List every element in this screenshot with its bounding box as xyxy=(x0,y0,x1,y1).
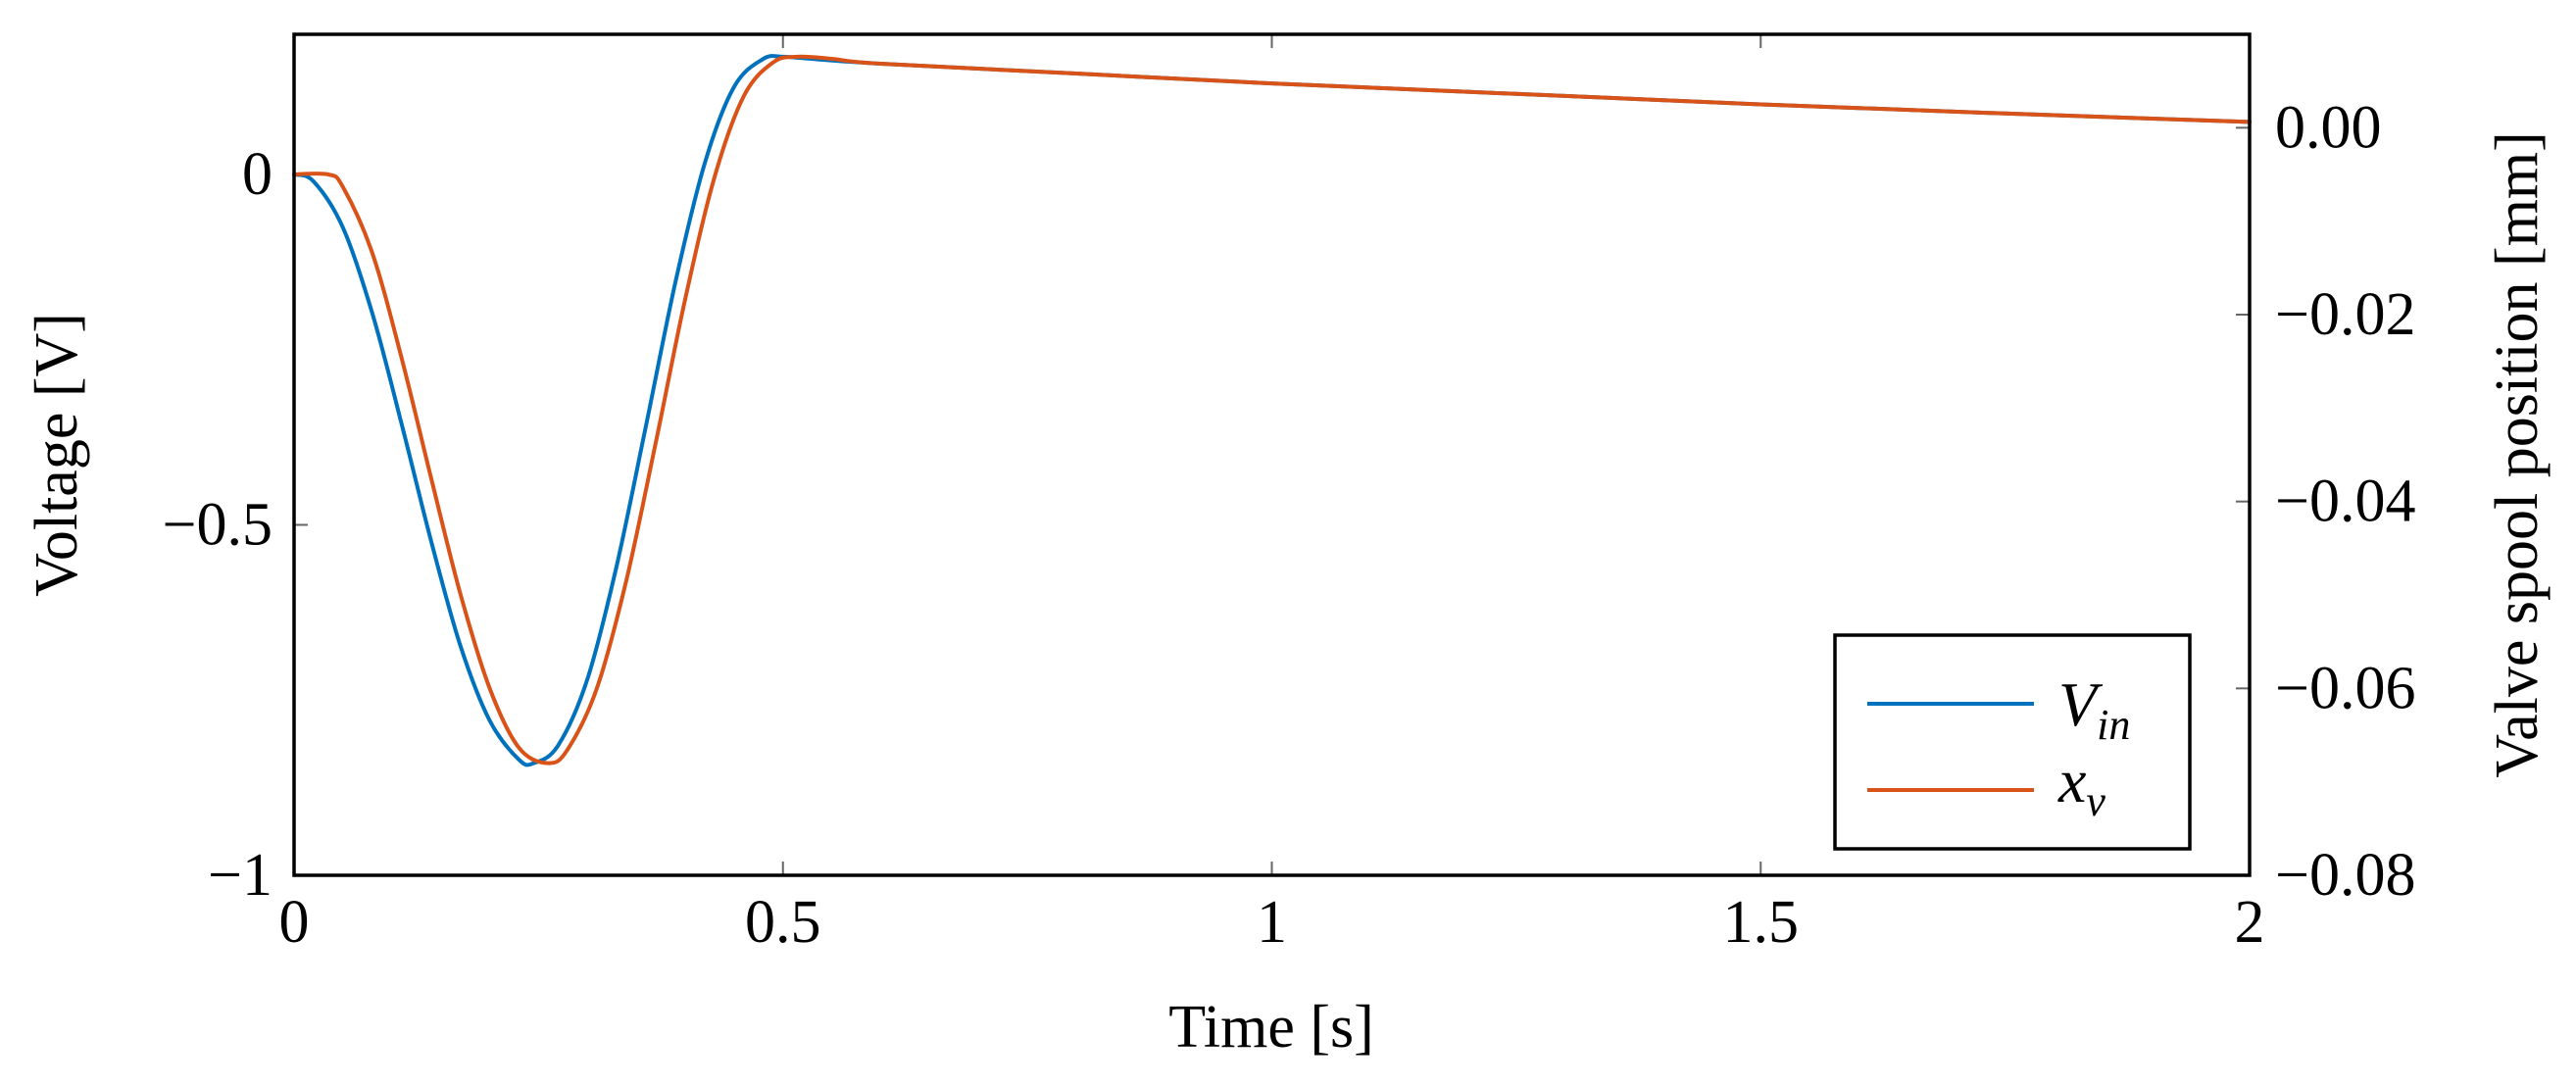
x-tick-label: 0 xyxy=(279,889,310,956)
y2-tick-label: −0.04 xyxy=(2275,469,2415,535)
y2-tick-label: −0.08 xyxy=(2275,842,2415,909)
x-tick-label: 2 xyxy=(2235,889,2265,956)
series-layer xyxy=(292,54,2252,767)
x-axis-title: Time [s] xyxy=(1168,994,1374,1061)
legend-box xyxy=(1833,633,2192,851)
y2-tick-label: −0.06 xyxy=(2275,655,2415,721)
y-tick-label: −1 xyxy=(208,842,272,909)
plot-frame xyxy=(292,32,2252,877)
x-tick-label: 1.5 xyxy=(1723,889,1800,956)
x-tick-label: 1 xyxy=(1257,889,1287,956)
legend-label-x-v: xv xyxy=(2057,746,2105,825)
legend-main-x-v: x xyxy=(2057,746,2086,815)
legend-main-v-in: V xyxy=(2058,669,2104,739)
y2-tick-label: 0.00 xyxy=(2275,94,2382,161)
legend: Vin xv xyxy=(1833,633,2192,851)
labels-layer: 0 0.5 1 1.5 2 0 −0.5 −1 0.00 −0.02 −0.04 −0.06 −0.08 xyxy=(163,94,2416,956)
legend-sub-x-v: v xyxy=(2086,777,2105,825)
y2-axis-title: Valve spool position [mm] xyxy=(2484,131,2551,778)
series-line-x-v xyxy=(292,54,2252,766)
y-tick-label: −0.5 xyxy=(163,492,272,559)
y-axis-title: Voltage [V] xyxy=(24,313,90,597)
y-tick-label: 0 xyxy=(242,141,272,208)
legend-sub-v-in: in xyxy=(2097,701,2130,749)
y2-tick-label: −0.02 xyxy=(2275,281,2415,348)
x-tick-label: 0.5 xyxy=(745,889,821,956)
legend-label-v-in: Vin xyxy=(2058,669,2130,749)
